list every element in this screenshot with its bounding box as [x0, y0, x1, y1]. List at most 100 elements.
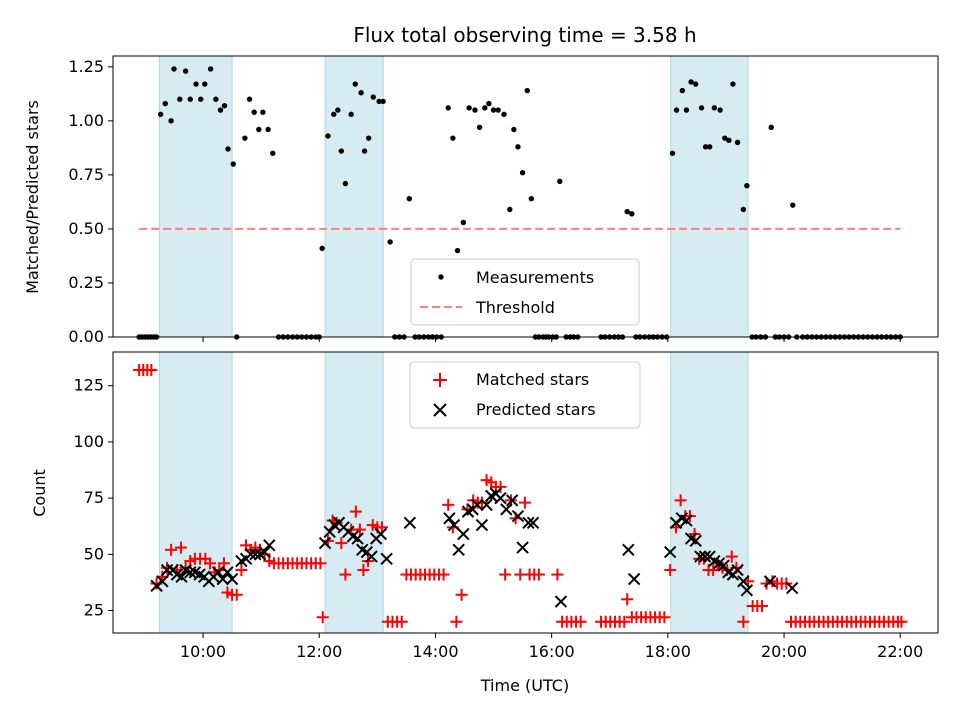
measurement-point [213, 96, 219, 102]
measurement-point [702, 144, 709, 150]
matched-star-point [395, 615, 408, 628]
measurement-point [370, 94, 376, 100]
predicted-star-point [526, 516, 540, 530]
predicted-star-point [494, 491, 507, 505]
bottom-count-points [133, 363, 908, 628]
measurement-point [365, 135, 372, 141]
predicted-star-point [511, 509, 525, 523]
matched-star-point [658, 611, 671, 624]
measurement-point [358, 90, 364, 96]
shaded-interval [324, 55, 384, 338]
matched-star-point [316, 611, 329, 624]
y-tick-label: 125 [73, 376, 104, 395]
legend-threshold-label: Threshold [475, 298, 555, 317]
measurement-point [376, 98, 382, 105]
measurement-point [387, 239, 393, 245]
matched-star-point [895, 615, 908, 628]
shaded-interval [158, 351, 233, 634]
x-tick-label: 14:00 [412, 642, 458, 661]
predicted-star-point [763, 575, 777, 588]
measurement-point [557, 178, 563, 185]
matched-star-point [442, 498, 455, 511]
measurement-point [450, 135, 456, 141]
measurement-point [466, 105, 472, 111]
matched-star-point [353, 523, 366, 536]
predicted-star-point [680, 514, 693, 527]
predicted-star-point [318, 536, 332, 550]
measurement-point [722, 135, 728, 141]
predicted-star-point [663, 545, 677, 559]
measurement-point [352, 81, 358, 87]
predicted-star-point [689, 534, 702, 548]
measurement-point [230, 161, 236, 167]
predicted-star-point [554, 595, 568, 608]
matched-star-point [755, 600, 768, 613]
measurement-point [698, 105, 705, 111]
matched-star-point [450, 615, 463, 628]
measurement-point [342, 180, 349, 187]
matched-star-point [349, 505, 362, 518]
measurement-point [528, 195, 535, 202]
predicted-star-point [622, 543, 635, 557]
predicted-star-point [365, 550, 378, 563]
measurement-point [260, 109, 266, 115]
measurement-point [730, 81, 736, 87]
measurement-point [251, 109, 257, 115]
shaded-interval [324, 351, 384, 634]
matched-star-point [551, 568, 564, 581]
measurement-point [507, 206, 513, 213]
y-tick-label: 0.25 [68, 273, 104, 292]
measurement-point [325, 133, 331, 139]
top-plot-area: 0.00 0.25 0.50 0.75 1.00 1.25 [68, 55, 939, 346]
predicted-star-point [184, 566, 197, 579]
predicted-star-point [380, 552, 393, 566]
top-y-axis-label: Matched/Predicted stars [23, 100, 42, 294]
matched-star-point [518, 496, 531, 509]
measurement-point [515, 144, 521, 150]
predicted-star-point [249, 548, 262, 561]
measurement-point [744, 182, 750, 189]
legend-predicted-marker [433, 403, 447, 417]
matched-star-point [707, 564, 720, 577]
top-legend: Measurements Threshold [410, 258, 640, 326]
measurement-point [693, 81, 699, 87]
measurement-point [198, 96, 204, 102]
matched-star-point [145, 363, 158, 376]
shaded-interval [158, 55, 233, 338]
top-measurement-points [136, 66, 903, 340]
predicted-star-point [258, 545, 271, 559]
x-tick-label: 18:00 [645, 642, 691, 661]
measurement-point [706, 144, 713, 150]
predicted-star-point [351, 532, 364, 545]
x-tick-label: 10:00 [180, 642, 226, 661]
predicted-star-point [211, 566, 225, 579]
legend-measurements-marker [438, 274, 444, 280]
measurement-point [406, 195, 413, 202]
predicted-star-point [443, 512, 456, 525]
y-tick-label: 0.00 [68, 327, 104, 346]
y-tick-label: 100 [73, 432, 104, 451]
measurement-point [501, 111, 507, 118]
predicted-star-point [221, 566, 234, 579]
y-tick-label: 0.75 [68, 165, 104, 184]
matched-star-point [455, 588, 468, 601]
predicted-star-point [505, 494, 519, 507]
matched-star-point [494, 480, 507, 493]
predicted-star-point [516, 541, 529, 554]
matched-star-point [339, 568, 352, 581]
matched-star-point [499, 568, 512, 581]
predicted-star-point [457, 527, 470, 541]
predicted-star-point [225, 572, 239, 586]
y-tick-label: 1.25 [68, 57, 104, 76]
measurement-point [182, 68, 189, 74]
matched-star-point [235, 564, 248, 577]
matched-star-point [174, 541, 187, 554]
measurement-point [225, 146, 231, 152]
matched-star-point [314, 557, 327, 570]
measurement-point [207, 66, 214, 72]
measurement-point [242, 135, 248, 141]
measurement-point [740, 206, 747, 213]
predicted-star-point [156, 575, 169, 588]
measurement-point [445, 105, 451, 111]
measurement-point [217, 107, 224, 113]
